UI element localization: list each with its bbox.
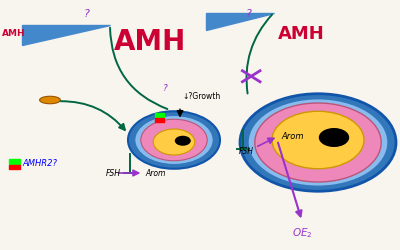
Text: Arom: Arom <box>145 169 166 178</box>
Text: ?: ? <box>84 9 90 19</box>
Text: ?: ? <box>163 84 168 93</box>
Circle shape <box>319 128 349 147</box>
Circle shape <box>153 129 195 155</box>
Text: AMH: AMH <box>114 28 186 56</box>
Text: ?: ? <box>246 9 252 19</box>
Circle shape <box>135 116 213 164</box>
Polygon shape <box>22 25 110 45</box>
Circle shape <box>248 99 388 186</box>
Circle shape <box>128 111 220 169</box>
Text: AMH: AMH <box>2 29 26 38</box>
Text: $OE_2$: $OE_2$ <box>292 226 312 240</box>
Bar <box>9 159 20 164</box>
Circle shape <box>272 111 364 169</box>
Text: FSH: FSH <box>106 169 121 178</box>
Text: ↓?Growth: ↓?Growth <box>182 92 220 101</box>
Circle shape <box>141 119 207 161</box>
Circle shape <box>255 103 381 182</box>
Text: FSH: FSH <box>239 147 254 156</box>
Bar <box>155 118 164 122</box>
Text: Arom: Arom <box>281 132 304 141</box>
Bar <box>9 165 20 169</box>
Circle shape <box>175 136 191 146</box>
Circle shape <box>240 94 396 191</box>
Text: AMHR2?: AMHR2? <box>22 159 57 168</box>
Polygon shape <box>206 12 274 30</box>
Ellipse shape <box>40 96 60 104</box>
Bar <box>155 113 164 117</box>
Text: AMH: AMH <box>278 25 325 43</box>
